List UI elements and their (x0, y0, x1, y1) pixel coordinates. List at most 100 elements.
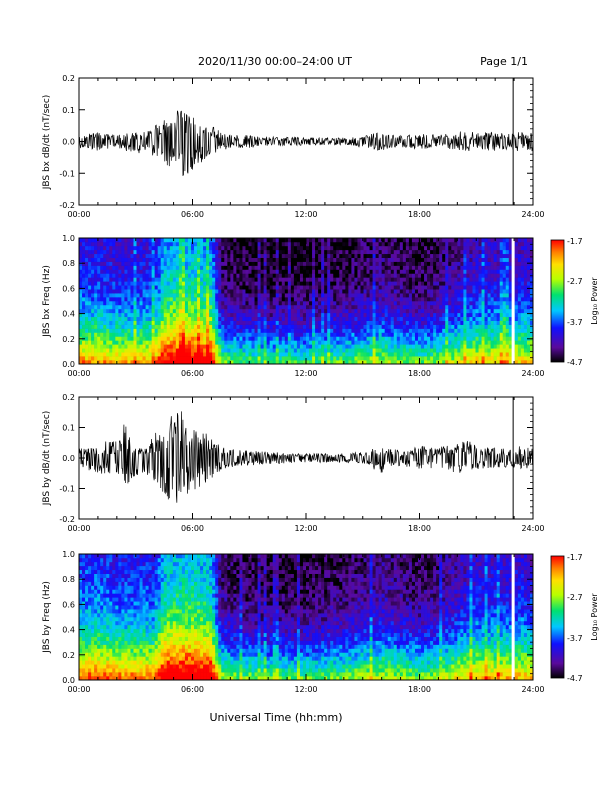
spectrogram-cell (309, 241, 313, 247)
spectrogram-cell (348, 360, 352, 365)
spectrogram-cell (399, 301, 404, 306)
spectrogram-cell (496, 301, 501, 306)
spectrogram-cell (357, 348, 361, 353)
spectrogram-cell (106, 253, 110, 258)
spectrogram-cell (363, 261, 367, 266)
spectrogram-cell (160, 344, 165, 349)
spectrogram-cell (272, 281, 277, 286)
spectrogram-cell (514, 340, 519, 345)
spectrogram-cell (169, 356, 174, 361)
spectrogram-cell (181, 253, 186, 258)
spectrogram-cell (520, 308, 525, 314)
spectrogram-cell (390, 241, 395, 247)
spectrogram-cell (221, 249, 225, 255)
spectrogram-cell (399, 257, 404, 262)
spectrogram-cell (457, 269, 461, 274)
spectrogram-cell (106, 312, 110, 318)
spectrogram-cell (142, 238, 146, 243)
y-tick-label: 1.0 (62, 234, 75, 243)
spectrogram-cell (342, 297, 346, 302)
spectrogram-cell (197, 344, 201, 349)
spectrogram-cell (427, 265, 431, 270)
spectrogram-cell (523, 281, 528, 286)
spectrogram-cell (454, 312, 458, 318)
spectrogram-cell (517, 356, 522, 361)
spectrogram-cell (190, 348, 195, 353)
spectrogram-cell (306, 249, 310, 255)
spectrogram-cell (387, 308, 392, 314)
spectrogram-cell (330, 336, 334, 341)
spectrogram-cell (293, 360, 298, 365)
spectrogram-cell (184, 301, 189, 306)
spectrogram-cell (124, 344, 128, 349)
spectrogram-cell (414, 320, 419, 325)
spectrogram-cell (154, 281, 158, 286)
spectrogram-cell (481, 328, 485, 333)
spectrogram-cell (133, 265, 137, 270)
spectrogram-cell (369, 297, 373, 302)
spectrogram-cell (363, 269, 367, 274)
spectrogram-cell (187, 332, 192, 337)
spectrogram-cell (299, 285, 304, 290)
spectrogram-cell (109, 257, 113, 262)
spectrogram-cell (330, 324, 334, 329)
spectrogram-cell (293, 281, 298, 286)
spectrogram-cell (100, 261, 104, 266)
spectrogram-cell (239, 324, 243, 329)
spectrogram-cell (187, 261, 192, 266)
spectrogram-cell (427, 277, 431, 282)
spectrogram-cell (260, 273, 264, 278)
spectrogram-cell (381, 356, 385, 361)
spectrogram-cell (166, 352, 171, 357)
spectrogram-cell (100, 253, 104, 258)
spectrogram-cell (224, 344, 228, 349)
spectrogram-cell (466, 265, 470, 270)
spectrogram-cell (460, 257, 464, 262)
spectrogram-cell (520, 332, 525, 337)
spectrogram-cell (293, 297, 298, 302)
spectrogram-cell (439, 304, 443, 310)
spectrogram-cell (460, 285, 464, 290)
spectrogram-cell (342, 253, 346, 258)
spectrogram-cell (433, 308, 437, 314)
spectrogram-cell (91, 316, 95, 321)
spectrogram-cell (336, 245, 340, 251)
spectrogram-cell (430, 324, 434, 329)
spectrogram-cell (157, 340, 162, 345)
spectrogram-cell (290, 312, 295, 318)
spectrogram-cell (94, 320, 98, 325)
spectrogram-cell (445, 238, 449, 243)
spectrogram-cell (124, 249, 128, 255)
spectrogram-cell (163, 336, 168, 341)
spectrogram-cell (157, 245, 162, 251)
spectrogram-cell (499, 344, 504, 349)
spectrogram-cell (327, 269, 331, 274)
spectrogram-cell (351, 281, 355, 286)
spectrogram-cell (187, 336, 192, 341)
spectrogram-cell (384, 312, 389, 318)
spectrogram-cell (215, 277, 219, 282)
spectrogram-cell (375, 352, 379, 357)
spectrogram-cell (230, 320, 234, 325)
spectrogram-cell (257, 277, 261, 282)
spectrogram-cell (306, 312, 310, 318)
spectrogram-cell (263, 241, 267, 247)
spectrogram-cell (154, 304, 158, 310)
spectrogram-cell (336, 320, 340, 325)
spectrogram-cell (124, 360, 128, 365)
spectrogram-cell (451, 285, 455, 290)
spectrogram-cell (336, 301, 340, 306)
spectrogram-cell (348, 344, 352, 349)
spectrogram-cell (306, 324, 310, 329)
spectrogram-cell (502, 297, 507, 302)
spectrogram-cell (136, 293, 140, 298)
spectrogram-cell (178, 336, 183, 341)
spectrogram-cell (309, 332, 313, 337)
spectrogram-cell (175, 312, 180, 318)
spectrogram-cell (236, 344, 240, 349)
spectrogram-cell (360, 320, 364, 325)
spectrogram-cell (263, 269, 267, 274)
spectrogram-cell (263, 245, 267, 251)
spectrogram-cell (442, 261, 446, 266)
spectrogram-cell (502, 253, 507, 258)
